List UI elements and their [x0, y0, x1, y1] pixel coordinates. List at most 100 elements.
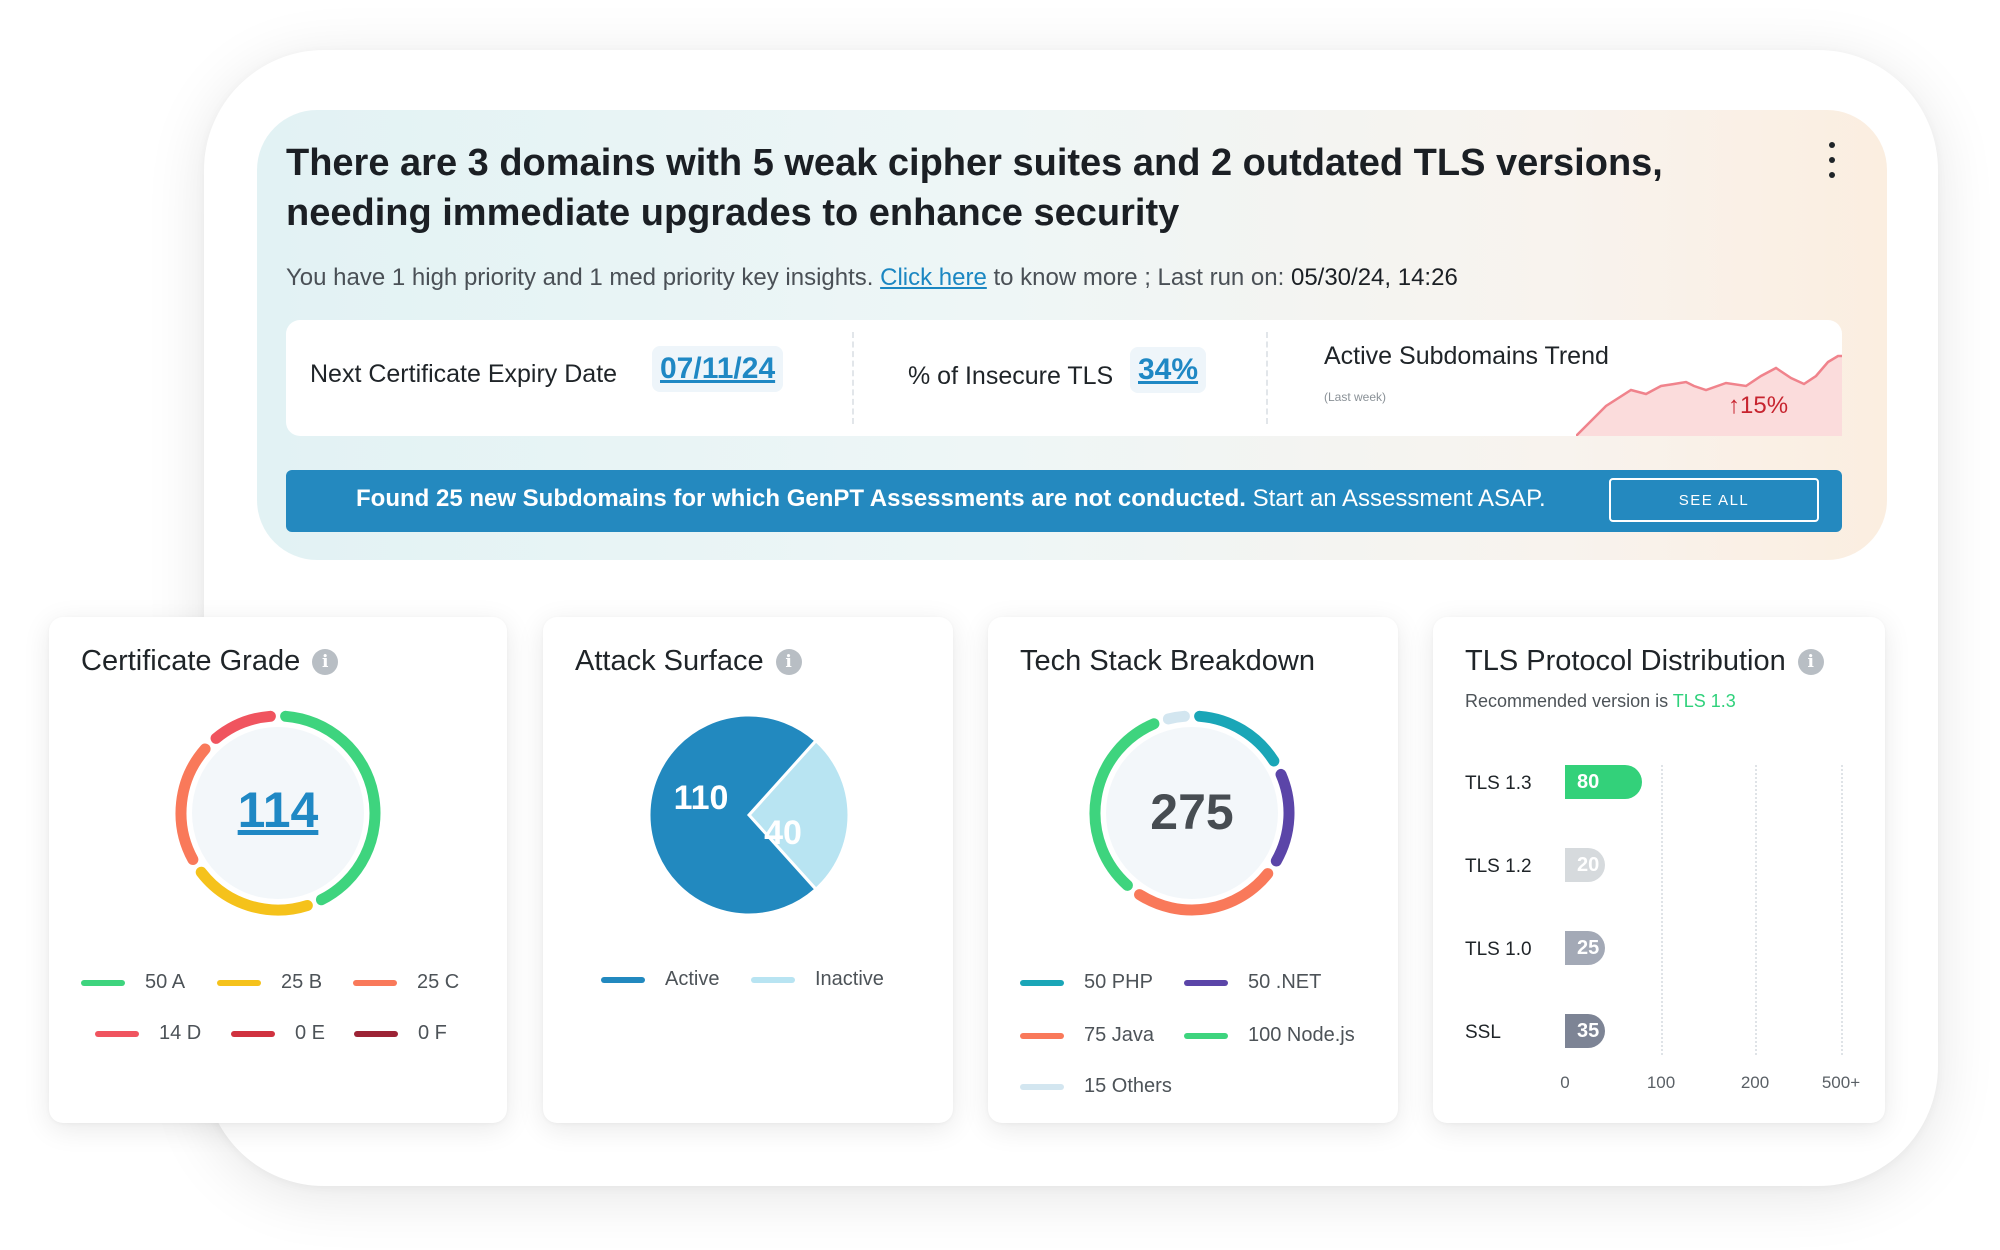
legend-item: 75 Java: [1020, 1024, 1154, 1047]
legend-item: 25 B: [217, 971, 322, 994]
certificate-grade-donut: [175, 710, 381, 916]
legend-item: 50 A: [81, 971, 185, 994]
legend-label: Inactive: [815, 968, 884, 990]
legend-label: 15 Others: [1084, 1075, 1172, 1097]
certificate-grade-card: Certificate Grade i 114 50 A 25 B 25 C 14…: [49, 617, 507, 1123]
info-icon[interactable]: i: [312, 649, 339, 675]
legend-item: 15 Others: [1020, 1075, 1172, 1098]
bar-label: TLS 1.0: [1465, 939, 1532, 960]
tech-stack-title: Tech Stack Breakdown: [1020, 645, 1315, 677]
legend-swatch: [601, 976, 645, 983]
legend-label: 14 D: [159, 1022, 202, 1044]
grade-arc-1: [195, 866, 313, 916]
info-icon[interactable]: i: [1797, 649, 1824, 675]
info-icon[interactable]: i: [775, 649, 802, 675]
legend-item: 14 D: [95, 1022, 201, 1045]
legend-label: 50 A: [145, 971, 186, 993]
tls-distribution-title: TLS Protocol Distribution: [1465, 645, 1786, 677]
certificate-grade-title: Certificate Grade: [81, 645, 301, 677]
metrics-strip: Next Certificate Expiry Date 07/11/24 % …: [286, 320, 1842, 436]
tls-subtitle-prefix: Recommended version is: [1465, 691, 1669, 711]
inactive-value: 40: [764, 814, 802, 852]
attack-surface-pie: [647, 713, 851, 917]
legend-swatch: [353, 979, 397, 986]
card-title: Certificate Grade i: [81, 645, 339, 678]
insecure-tls-label: % of Insecure TLS: [908, 362, 1114, 390]
tls-subtitle: Recommended version is TLS 1.3: [1465, 691, 1736, 712]
insecure-tls-value-link[interactable]: 34%: [1130, 347, 1207, 393]
tech-arc-1: [1270, 768, 1295, 867]
attack-surface-title: Attack Surface: [575, 645, 764, 677]
axis-tick: 200: [1740, 1073, 1770, 1092]
bar-label: SSL: [1465, 1022, 1501, 1043]
card-title: TLS Protocol Distribution i: [1465, 645, 1824, 678]
inactive-slice: [746, 738, 851, 892]
expiry-label: Next Certificate Expiry Date: [310, 360, 618, 388]
legend-label: 25 C: [417, 971, 460, 993]
legend-item: 50 .NET: [1184, 971, 1321, 994]
banner-text: Found 25 new Subdomains for which GenPT …: [356, 485, 1546, 513]
active-value: 110: [673, 779, 729, 817]
tech-stack-total: 275: [1150, 784, 1234, 840]
bar-label: TLS 1.2: [1465, 856, 1532, 877]
tech-stack-donut: [1089, 710, 1295, 916]
trend-caption: (Last week): [1324, 390, 1387, 404]
recommended-version: TLS 1.3: [1672, 691, 1736, 711]
legend-item: 100 Node.js: [1184, 1024, 1355, 1047]
axis-tick: 500+: [1821, 1073, 1861, 1092]
tech-arc-2: [1134, 868, 1274, 916]
legend-item: 0 E: [231, 1022, 325, 1045]
legend-label: 25 B: [281, 971, 323, 993]
legend-item: 50 PHP: [1020, 971, 1153, 994]
tech-arc-0: [1194, 710, 1280, 767]
banner-cta-text: Start an Assessment ASAP.: [1252, 485, 1546, 512]
legend-swatch: [231, 1030, 275, 1037]
metric-divider: [1266, 332, 1268, 424]
grid-line: [1661, 765, 1663, 1055]
insight-subtext: You have 1 high priority and 1 med prior…: [286, 264, 1458, 292]
legend-swatch: [354, 1030, 398, 1037]
legend-label: 0 F: [418, 1022, 447, 1044]
grade-arc-3: [210, 710, 276, 744]
expiry-value-link[interactable]: 07/11/24: [652, 346, 784, 392]
metric-divider: [852, 332, 854, 424]
grade-arc-0: [280, 710, 381, 906]
tls-bar-tls12: 20: [1565, 848, 1605, 882]
card-title: Attack Surface i: [575, 645, 802, 678]
trend-title: Active Subdomains Trend: [1324, 342, 1609, 370]
grade-arc-2: [175, 743, 211, 866]
legend-item: 25 C: [353, 971, 459, 994]
axis-tick: 0: [1560, 1073, 1570, 1092]
certificate-total-link[interactable]: 114: [237, 782, 319, 838]
insight-headline: There are 3 domains with 5 weak cipher s…: [286, 142, 1663, 234]
attack-surface-card: Attack Surface i 110 40 Active Inactive: [543, 617, 953, 1123]
insight-sub-middle: to know more ; Last run on:: [993, 264, 1285, 291]
grid-line: [1755, 765, 1757, 1055]
click-here-link[interactable]: Click here: [880, 264, 987, 291]
tech-stack-card: Tech Stack Breakdown 275 50 PHP 50 .NET …: [988, 617, 1398, 1123]
kebab-menu-icon[interactable]: [1822, 142, 1842, 178]
legend-swatch: [1020, 1083, 1064, 1090]
tls-distribution-card: TLS Protocol Distribution i Recommended v…: [1433, 617, 1885, 1123]
bar-label: TLS 1.3: [1465, 773, 1532, 794]
legend-label: 100 Node.js: [1248, 1024, 1355, 1046]
legend-label: Active: [665, 968, 720, 990]
legend-item: 0 F: [354, 1022, 447, 1045]
legend-swatch: [751, 976, 795, 983]
trend-sparkline: [1576, 354, 1842, 436]
legend-item: Inactive: [751, 968, 884, 991]
last-run-timestamp: 05/30/24, 14:26: [1290, 264, 1458, 291]
tls-bar-tls10: 25: [1565, 931, 1605, 965]
tls-bar-ssl: 35: [1565, 1014, 1605, 1048]
legend-swatch: [81, 979, 125, 986]
see-all-button[interactable]: SEE ALL: [1609, 478, 1819, 522]
legend-swatch: [1020, 1032, 1064, 1039]
axis-tick: 100: [1646, 1073, 1676, 1092]
legend-label: 75 Java: [1084, 1024, 1155, 1046]
legend-swatch: [1020, 979, 1064, 986]
insight-sub-prefix: You have 1 high priority and 1 med prior…: [286, 264, 874, 291]
tls-bar-tls13: 80: [1565, 765, 1642, 799]
active-slice: [647, 713, 819, 917]
legend-swatch: [217, 979, 261, 986]
